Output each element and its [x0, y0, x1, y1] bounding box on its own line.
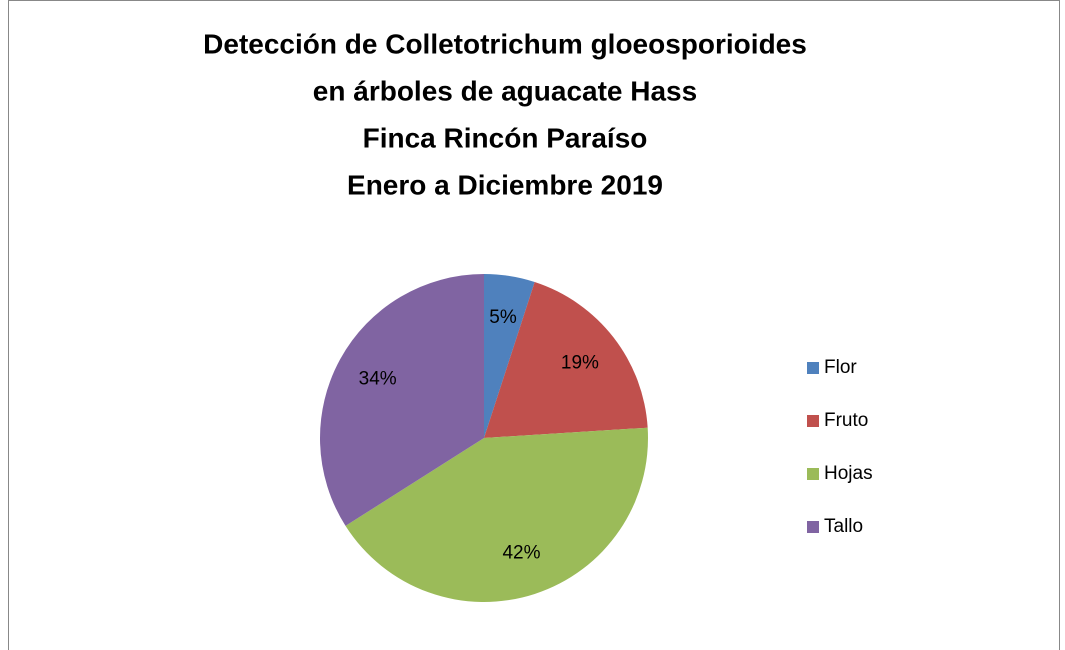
chart-title: Finca Rincón Paraíso [363, 122, 648, 153]
chart-title: Enero a Diciembre 2019 [347, 169, 663, 200]
legend-swatch [807, 362, 819, 374]
pie-slice [319, 274, 484, 526]
pie-slice [484, 282, 648, 438]
legend-label: Tallo [824, 516, 863, 537]
data-label: 19% [561, 353, 599, 374]
pie-slice [345, 427, 648, 603]
data-label: 5% [489, 307, 517, 328]
pie-slice [484, 274, 535, 438]
legend-swatch [807, 415, 819, 427]
legend-label: Hojas [824, 463, 873, 484]
chart-title: en árboles de aguacate Hass [313, 75, 697, 106]
legend-swatch [807, 521, 819, 533]
legend-swatch [807, 468, 819, 480]
data-label: 42% [502, 542, 540, 563]
legend-label: Flor [824, 357, 857, 378]
chart-title: Detección de Colletotrichum gloeosporioi… [203, 28, 807, 59]
legend-label: Fruto [824, 410, 868, 431]
data-label: 34% [359, 369, 397, 390]
